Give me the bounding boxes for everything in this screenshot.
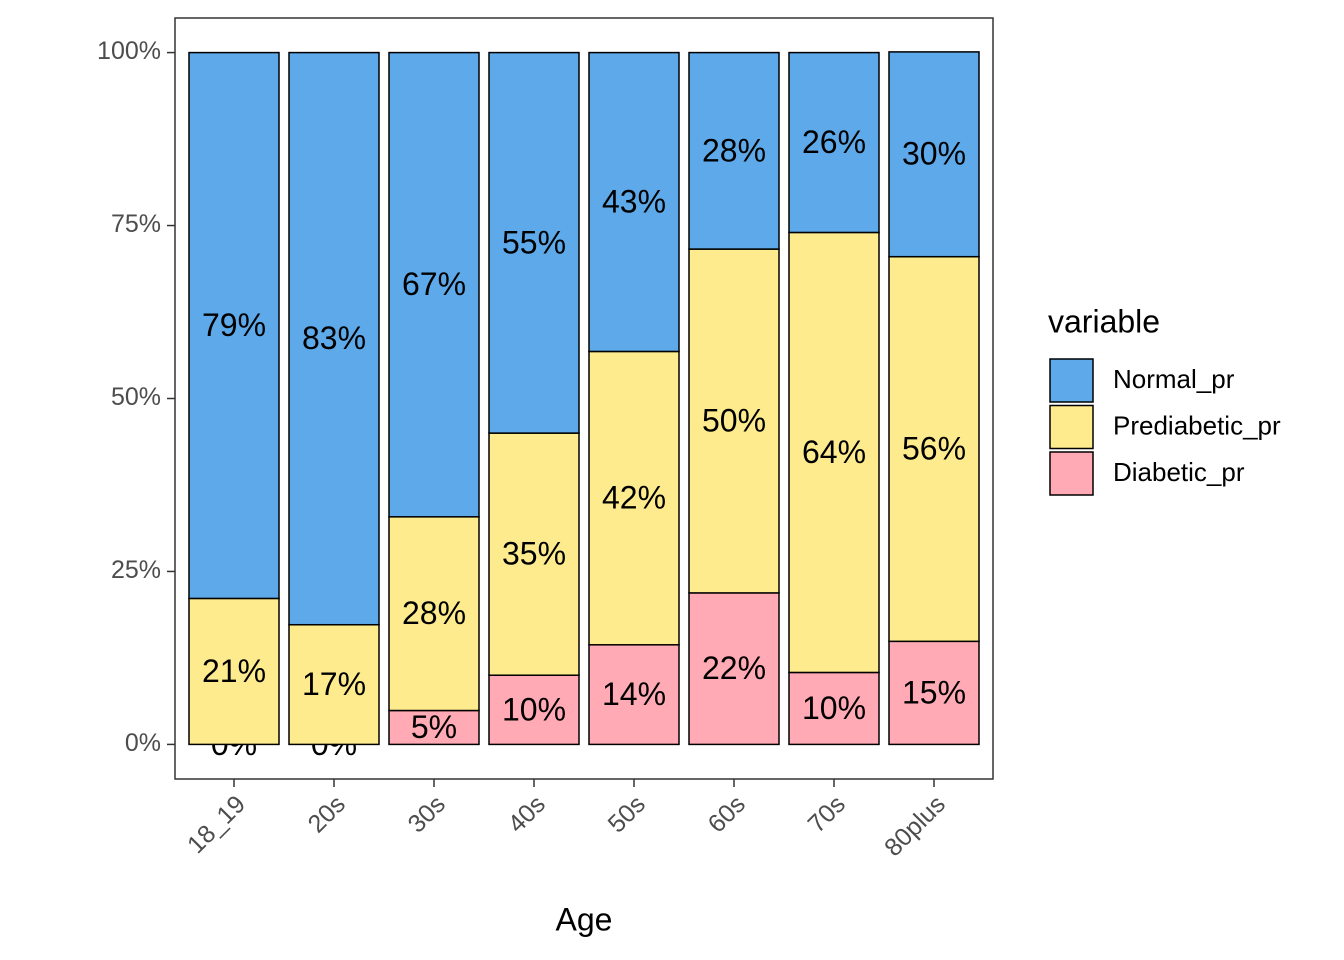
data-label: 10% (802, 690, 866, 726)
data-label: 79% (202, 307, 266, 343)
data-label: 35% (502, 536, 566, 572)
bar-segment (388, 51, 480, 518)
data-label: 64% (802, 434, 866, 470)
x-tick-label: 18_19 (182, 790, 251, 859)
x-tick-label: 50s (603, 790, 651, 838)
bar-segment (488, 432, 580, 676)
bar-segment (888, 255, 980, 643)
data-label: 10% (502, 691, 566, 727)
data-label: 50% (702, 402, 766, 438)
bar-segment (588, 644, 680, 746)
bar-segment (488, 51, 580, 434)
y-tick-label: 0% (125, 729, 161, 757)
x-tick-label: 30s (403, 790, 451, 838)
y-tick-label: 100% (97, 37, 161, 65)
legend-key (1049, 404, 1094, 450)
data-label: 14% (602, 676, 666, 712)
x-tick-label: 60s (703, 790, 751, 838)
y-tick-label: 25% (111, 556, 161, 584)
legend-key (1049, 451, 1094, 496)
bar-segment (888, 51, 980, 258)
data-label: 26% (802, 124, 866, 160)
data-label: 83% (302, 320, 366, 356)
data-label: 22% (702, 650, 766, 686)
bar-segment (188, 597, 280, 746)
bar-segment (488, 674, 580, 746)
bar-segment (388, 709, 480, 746)
x-tick-label: 20s (303, 790, 351, 838)
bar-segment (588, 350, 680, 646)
data-label: 56% (902, 430, 966, 466)
data-label: 17% (302, 666, 366, 702)
bar-segment (688, 248, 780, 594)
data-label: 42% (602, 480, 666, 516)
data-label: 15% (902, 674, 966, 710)
legend-label: Prediabetic_pr (1113, 410, 1281, 440)
legend-label: Diabetic_pr (1113, 457, 1245, 487)
bar-segment (788, 671, 880, 746)
legend-label: Normal_pr (1113, 364, 1235, 394)
bar-segment (388, 516, 480, 712)
legend-title: variable (1048, 303, 1160, 339)
bar-segment (288, 623, 380, 746)
y-tick-label: 75% (111, 210, 161, 238)
x-tick-label: 40s (503, 790, 551, 838)
bar-segment (688, 51, 780, 250)
data-label: 21% (202, 653, 266, 689)
data-label: 28% (702, 132, 766, 168)
bar-segment (788, 231, 880, 674)
data-label: 55% (502, 224, 566, 260)
data-label: 67% (402, 266, 466, 302)
bar-segment (788, 51, 880, 234)
bar-segment (188, 51, 280, 600)
data-label: 28% (402, 595, 466, 631)
data-label: 30% (902, 136, 966, 172)
data-label: 5% (411, 709, 457, 745)
legend-key (1049, 358, 1094, 403)
y-tick-label: 50% (111, 383, 161, 411)
bar-segment (288, 51, 380, 626)
x-tick-label: 80plus (879, 790, 951, 862)
x-axis-title: Age (556, 901, 613, 937)
bar-segment (688, 592, 780, 746)
bar-segment (588, 51, 680, 353)
data-label: 43% (602, 183, 666, 219)
x-tick-label: 70s (803, 790, 851, 838)
